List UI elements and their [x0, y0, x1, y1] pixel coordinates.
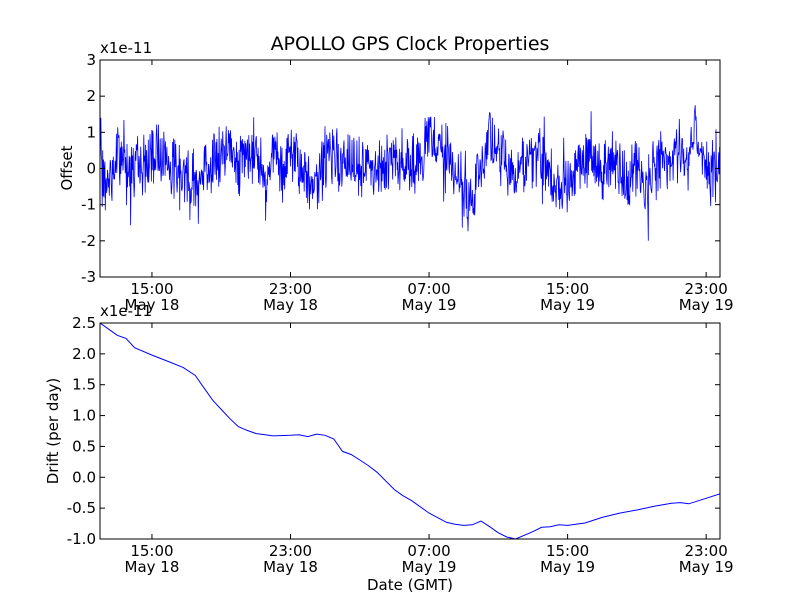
offset-exponent-label: x1e-11	[100, 39, 152, 57]
drift-ytick-label: 1.0	[72, 407, 96, 425]
offset-ytick-label: -1	[81, 196, 96, 214]
drift-xtick-time: 23:00	[685, 542, 728, 560]
drift-plot-frame	[99, 322, 721, 540]
drift-ytick-label: 1.5	[72, 376, 96, 394]
offset-xtick-time: 15:00	[546, 280, 589, 298]
drift-y-axis-label: Drift (per day)	[44, 378, 62, 485]
drift-ytick-label: -0.5	[67, 499, 96, 517]
drift-xtick-date: May 19	[679, 558, 734, 576]
drift-series-group	[100, 323, 720, 539]
drift-ytick-label: 2.0	[72, 345, 96, 363]
drift-line	[100, 323, 720, 539]
offset-xtick-date: May 19	[540, 296, 595, 314]
offset-ytick-label: -2	[81, 232, 96, 250]
drift-xtick-time: 15:00	[130, 542, 173, 560]
chart-title: APOLLO GPS Clock Properties	[271, 33, 550, 55]
x-axis-label: Date (GMT)	[367, 576, 453, 594]
offset-xtick-date: May 19	[679, 296, 734, 314]
drift-xtick-time: 07:00	[407, 542, 450, 560]
offset-series-group	[100, 105, 720, 241]
offset-xtick-date: May 18	[263, 296, 318, 314]
offset-xtick-time: 07:00	[407, 280, 450, 298]
drift-xtick-date: May 19	[402, 558, 457, 576]
drift-xtick-date: May 19	[540, 558, 595, 576]
offset-xtick-date: May 19	[402, 296, 457, 314]
offset-ytick-label: 1	[86, 123, 96, 141]
offset-ytick-label: -3	[81, 268, 96, 286]
drift-xtick-date: May 18	[263, 558, 318, 576]
offset-ytick-label: 3	[86, 51, 96, 69]
offset-y-axis-label: Offset	[58, 145, 76, 190]
drift-xtick-date: May 18	[125, 558, 180, 576]
drift-xtick-time: 15:00	[546, 542, 589, 560]
drift-exponent-label: x1e-11	[100, 302, 152, 320]
drift-ytick-label: 2.5	[72, 314, 96, 332]
offset-line	[100, 105, 720, 241]
offset-xtick-time: 23:00	[685, 280, 728, 298]
drift-ytick-label: 0.5	[72, 437, 96, 455]
offset-xtick-date: May 18	[125, 296, 180, 314]
offset-ytick-label: 2	[86, 87, 96, 105]
offset-xtick-time: 15:00	[130, 280, 173, 298]
offset-xtick-time: 23:00	[269, 280, 312, 298]
drift-xtick-time: 23:00	[269, 542, 312, 560]
drift-ytick-label: -1.0	[67, 530, 96, 548]
drift-ytick-label: 0.0	[72, 468, 96, 486]
offset-ytick-label: 0	[86, 160, 96, 178]
